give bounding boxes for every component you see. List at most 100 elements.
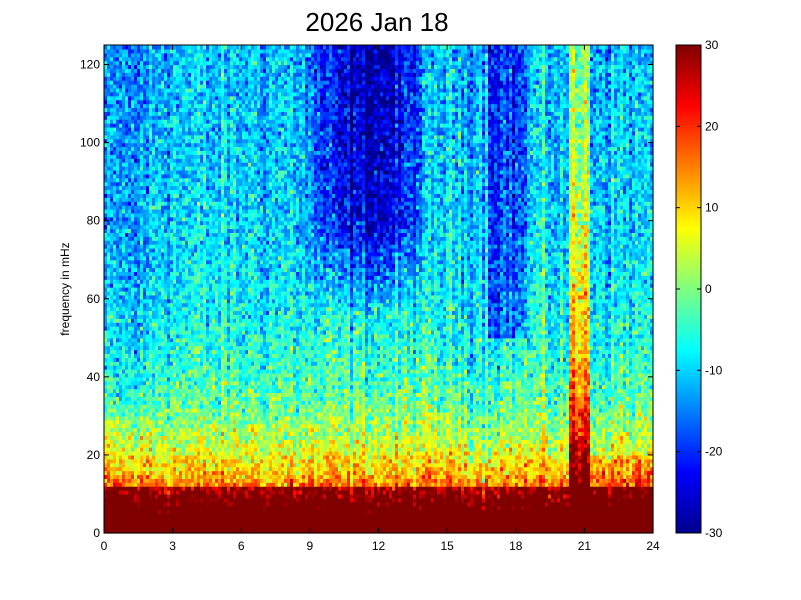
heatmap-cell	[194, 478, 198, 483]
heatmap-cell	[167, 337, 171, 343]
heatmap-cell	[146, 329, 150, 335]
heatmap-cell	[197, 150, 201, 155]
heatmap-cell	[164, 454, 168, 460]
heatmap-cell	[197, 404, 201, 409]
heatmap-cell	[167, 228, 171, 233]
heatmap-cell	[176, 298, 180, 304]
heatmap-cell	[188, 497, 192, 503]
heatmap-cell	[200, 513, 204, 518]
heatmap-cell	[173, 470, 177, 476]
heatmap-cell	[119, 505, 123, 511]
heatmap-cell	[170, 251, 174, 257]
heatmap-cell	[116, 396, 120, 401]
heatmap-cell	[191, 279, 195, 284]
heatmap-cell	[173, 146, 177, 151]
heatmap-cell	[125, 326, 129, 331]
heatmap-cell	[185, 341, 189, 347]
heatmap-cell	[140, 208, 144, 214]
heatmap-cell	[179, 306, 183, 312]
heatmap-cell	[197, 431, 201, 436]
heatmap-cell	[155, 158, 159, 163]
heatmap-cell	[185, 68, 189, 73]
heatmap-cell	[116, 87, 120, 93]
heatmap-cell	[188, 294, 192, 300]
heatmap-cell	[161, 482, 165, 487]
heatmap-cell	[119, 384, 123, 390]
heatmap-cell	[110, 326, 114, 331]
heatmap-cell	[170, 404, 174, 409]
heatmap-cell	[191, 76, 195, 81]
heatmap-cell	[122, 423, 126, 429]
heatmap-cell	[176, 166, 180, 171]
heatmap-cell	[158, 443, 162, 448]
heatmap-cell	[116, 283, 120, 288]
heatmap-cell	[152, 454, 156, 460]
heatmap-cell	[161, 279, 165, 284]
heatmap-cell	[137, 369, 141, 374]
heatmap-cell	[143, 458, 147, 464]
heatmap-cell	[128, 166, 132, 171]
heatmap-cell	[176, 517, 180, 522]
heatmap-cell	[134, 439, 138, 444]
heatmap-cell	[125, 115, 129, 120]
heatmap-cell	[188, 87, 192, 93]
heatmap-cell	[161, 60, 165, 66]
heatmap-cell	[194, 501, 198, 507]
heatmap-cell	[116, 126, 120, 132]
heatmap-cell	[113, 212, 117, 218]
heatmap-cell	[170, 435, 174, 440]
heatmap-cell	[194, 279, 198, 284]
heatmap-cell	[149, 357, 153, 362]
heatmap-cell	[158, 388, 162, 394]
heatmap-cell	[137, 329, 141, 335]
heatmap-cell	[170, 509, 174, 515]
heatmap-cell	[113, 232, 117, 237]
heatmap-cell	[155, 189, 159, 194]
heatmap-cell	[170, 146, 174, 151]
heatmap-cell	[122, 290, 126, 296]
heatmap-cell	[197, 306, 201, 312]
heatmap-cell	[107, 302, 111, 308]
heatmap-cell	[155, 208, 159, 214]
heatmap-cell	[143, 60, 147, 66]
heatmap-cell	[149, 302, 153, 308]
heatmap-cell	[158, 490, 162, 495]
heatmap-cell	[170, 130, 174, 136]
heatmap-cell	[170, 493, 174, 499]
heatmap-cell	[179, 439, 183, 444]
heatmap-cell	[152, 123, 156, 128]
heatmap-cell	[107, 423, 111, 429]
heatmap-cell	[152, 107, 156, 112]
heatmap-cell	[173, 380, 177, 386]
heatmap-cell	[119, 80, 123, 85]
heatmap-cell	[122, 384, 126, 390]
heatmap-cell	[173, 431, 177, 436]
heatmap-cell	[170, 123, 174, 128]
heatmap-cell	[194, 263, 198, 269]
heatmap-cell	[170, 279, 174, 284]
heatmap-cell	[167, 166, 171, 171]
heatmap-cell	[122, 517, 126, 522]
heatmap-cell	[152, 361, 156, 366]
heatmap-cell	[161, 154, 165, 159]
heatmap-cell	[176, 380, 180, 386]
heatmap-cell	[125, 91, 129, 97]
heatmap-cell	[119, 271, 123, 276]
heatmap-cell	[176, 353, 180, 358]
heatmap-cell	[170, 216, 174, 222]
heatmap-cell	[182, 454, 186, 460]
heatmap-cell	[167, 181, 171, 187]
heatmap-cell	[188, 529, 192, 534]
heatmap-cell	[170, 482, 174, 487]
heatmap-cell	[191, 60, 195, 66]
heatmap-cell	[122, 306, 126, 312]
heatmap-cell	[197, 220, 201, 226]
heatmap-cell	[188, 333, 192, 339]
heatmap-cell	[143, 376, 147, 382]
heatmap-cell	[185, 435, 189, 440]
heatmap-cell	[197, 107, 201, 112]
heatmap-cell	[170, 443, 174, 448]
heatmap-cell	[128, 267, 132, 273]
heatmap-cell	[164, 392, 168, 397]
heatmap-cell	[185, 244, 189, 249]
